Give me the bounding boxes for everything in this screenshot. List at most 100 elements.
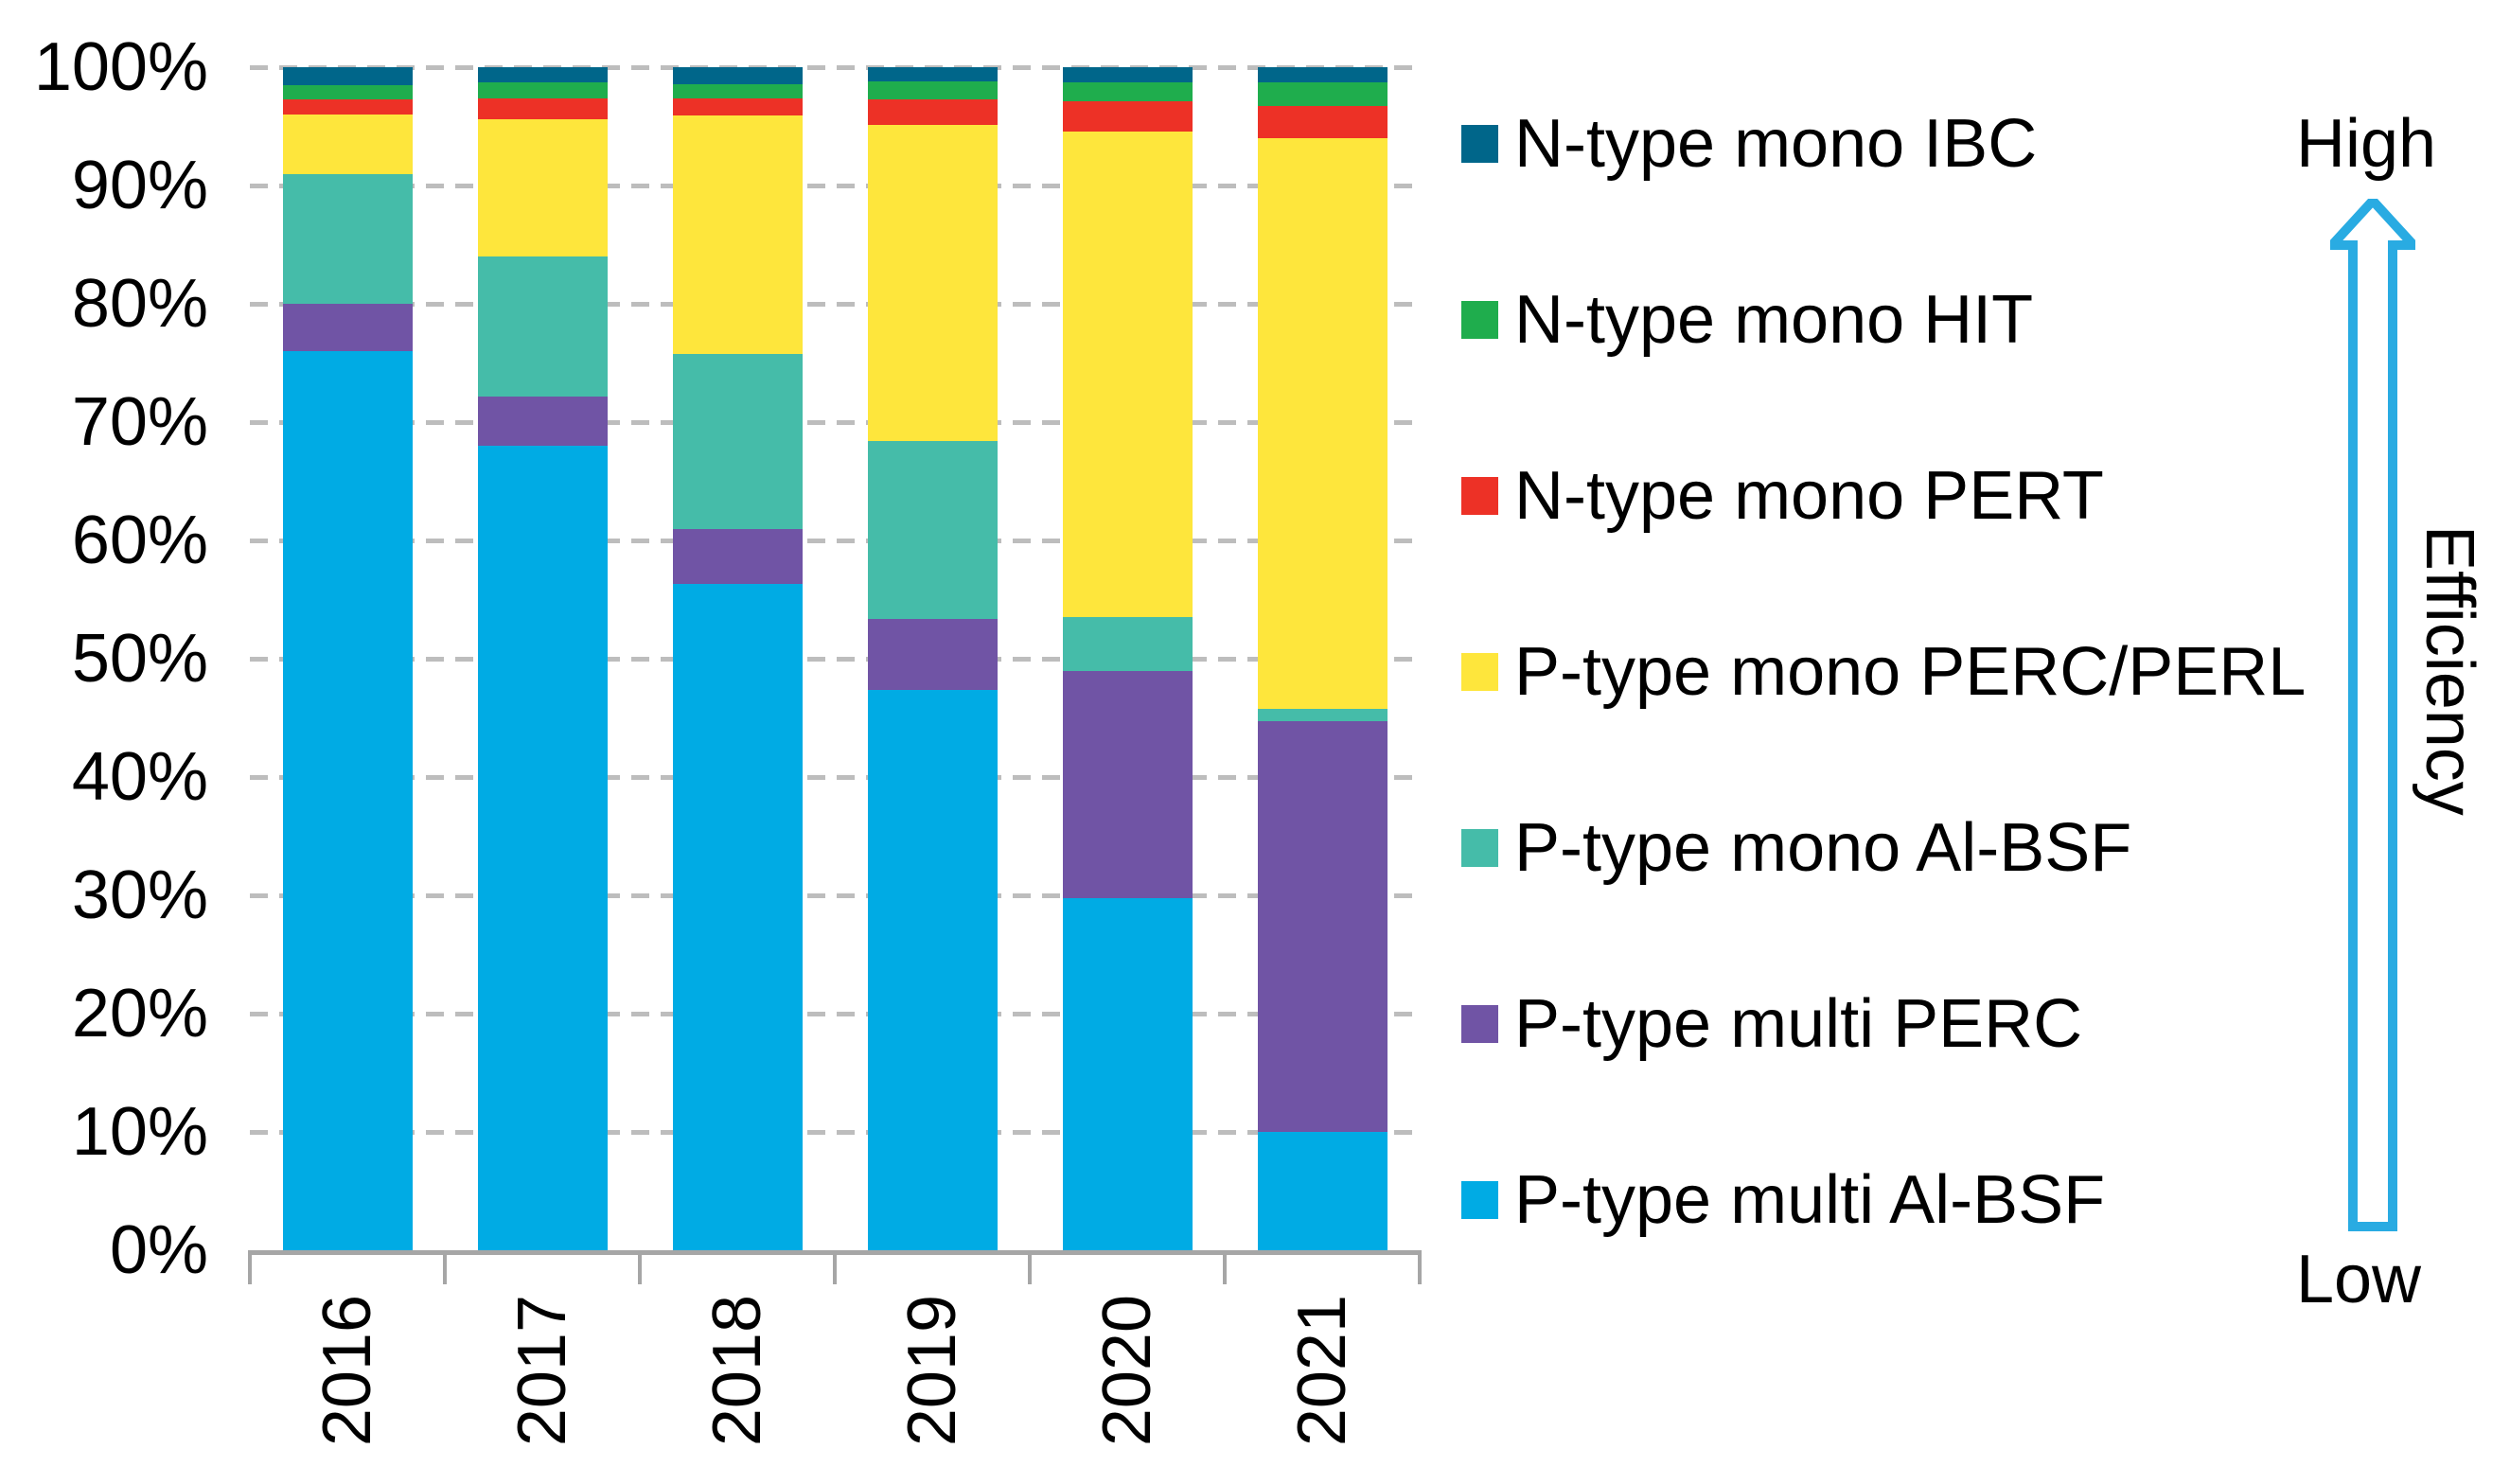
y-tick-label: 40% (71, 739, 208, 815)
legend-swatch-icon (1461, 653, 1498, 691)
bar-segment (1257, 708, 1388, 722)
legend-item: N-type mono IBC (1461, 101, 2037, 186)
bar-segment (477, 446, 608, 1250)
legend-item: N-type mono HIT (1461, 277, 2033, 362)
legend-label: N-type mono PERT (1514, 458, 2104, 534)
gridline-20% (250, 1012, 1420, 1016)
legend-swatch-icon (1461, 125, 1498, 163)
bar-segment (867, 81, 998, 99)
legend-label: P-type mono PERC/PERL (1514, 634, 2307, 710)
x-tick (638, 1250, 642, 1284)
bar-segment (477, 119, 608, 256)
x-tick (1223, 1250, 1227, 1284)
y-tick-label: 70% (71, 384, 208, 460)
legend-item: P-type mono PERC/PERL (1461, 629, 2306, 715)
gridline-30% (250, 893, 1420, 898)
bar-segment (282, 67, 413, 85)
bar-segment (282, 304, 413, 351)
bar-segment (477, 396, 608, 446)
legend-label: P-type multi PERC (1514, 986, 2083, 1062)
bar-segment (1062, 101, 1193, 132)
gridline-50% (250, 657, 1420, 662)
legend-swatch-icon (1461, 1181, 1498, 1219)
bar-segment (1062, 897, 1193, 1250)
high-label: High (2295, 106, 2437, 182)
gridline-70% (250, 420, 1420, 425)
y-tick-label: 100% (33, 29, 208, 105)
bar-segment (672, 67, 803, 84)
x-tick-label: 2017 (504, 1295, 580, 1447)
y-tick-label: 30% (71, 857, 208, 933)
bar-segment (867, 67, 998, 81)
bar-segment (1062, 82, 1193, 102)
bar-segment (867, 125, 998, 441)
bar-segment (1062, 617, 1193, 671)
x-tick (1418, 1250, 1422, 1284)
x-tick-label: 2019 (894, 1295, 970, 1447)
legend-label: N-type mono IBC (1514, 106, 2038, 182)
bar-segment (477, 67, 608, 83)
gridline-100% (250, 65, 1420, 70)
bar-segment (867, 689, 998, 1250)
bar-segment (282, 84, 413, 99)
x-tick-label: 2018 (699, 1295, 775, 1447)
bar-segment (282, 351, 413, 1250)
y-tick-label: 20% (71, 976, 208, 1051)
bar-segment (282, 115, 413, 174)
bar-segment (1257, 721, 1388, 1132)
legend-swatch-icon (1461, 301, 1498, 339)
bar-segment (282, 173, 413, 304)
bar-segment (1257, 82, 1388, 107)
y-tick-label: 90% (71, 148, 208, 223)
bar-segment (672, 97, 803, 116)
bar-segment (1257, 106, 1388, 138)
gridline-60% (250, 539, 1420, 543)
bar-segment (1257, 138, 1388, 709)
x-tick (1028, 1250, 1032, 1284)
bar-segment (477, 256, 608, 397)
legend-swatch-icon (1461, 829, 1498, 867)
bar-segment (867, 618, 998, 690)
plot-area (250, 65, 1420, 1250)
legend-label: N-type mono HIT (1514, 282, 2034, 358)
gridline-90% (250, 184, 1420, 188)
legend-item: P-type multi PERC (1461, 981, 2082, 1067)
up-arrow-icon (2330, 199, 2415, 1231)
bar-segment (1257, 67, 1388, 83)
legend-swatch-icon (1461, 1005, 1498, 1043)
efficiency-axis-label: Efficiency (2412, 525, 2487, 816)
bar-segment (672, 584, 803, 1250)
bar-segment (1062, 67, 1193, 83)
y-tick-label: 0% (109, 1212, 208, 1288)
y-tick-label: 60% (71, 503, 208, 578)
low-label: Low (2295, 1242, 2422, 1317)
legend-label: P-type multi Al-BSF (1514, 1162, 2106, 1238)
x-tick (443, 1250, 447, 1284)
legend-item: P-type mono Al-BSF (1461, 805, 2131, 891)
legend-swatch-icon (1461, 477, 1498, 515)
bar-segment (1062, 131, 1193, 618)
bar-segment (672, 353, 803, 529)
bar-segment (867, 441, 998, 619)
bar-segment (282, 98, 413, 115)
bar-segment (477, 97, 608, 119)
legend-item: N-type mono PERT (1461, 453, 2104, 539)
x-tick-label: 2020 (1089, 1295, 1165, 1447)
bar-segment (672, 83, 803, 98)
y-tick-label: 50% (71, 621, 208, 697)
gridline-80% (250, 302, 1420, 307)
x-tick (248, 1250, 252, 1284)
x-tick-label: 2021 (1284, 1295, 1360, 1447)
gridline-40% (250, 775, 1420, 780)
bar-segment (672, 528, 803, 585)
bar-segment (1062, 670, 1193, 898)
y-tick-label: 80% (71, 266, 208, 342)
legend-item: P-type multi Al-BSF (1461, 1157, 2105, 1243)
gridline-10% (250, 1130, 1420, 1135)
bar-segment (672, 115, 803, 354)
x-tick-label: 2016 (309, 1295, 385, 1447)
legend-label: P-type mono Al-BSF (1514, 810, 2132, 886)
x-tick (833, 1250, 837, 1284)
y-tick-label: 10% (71, 1094, 208, 1170)
